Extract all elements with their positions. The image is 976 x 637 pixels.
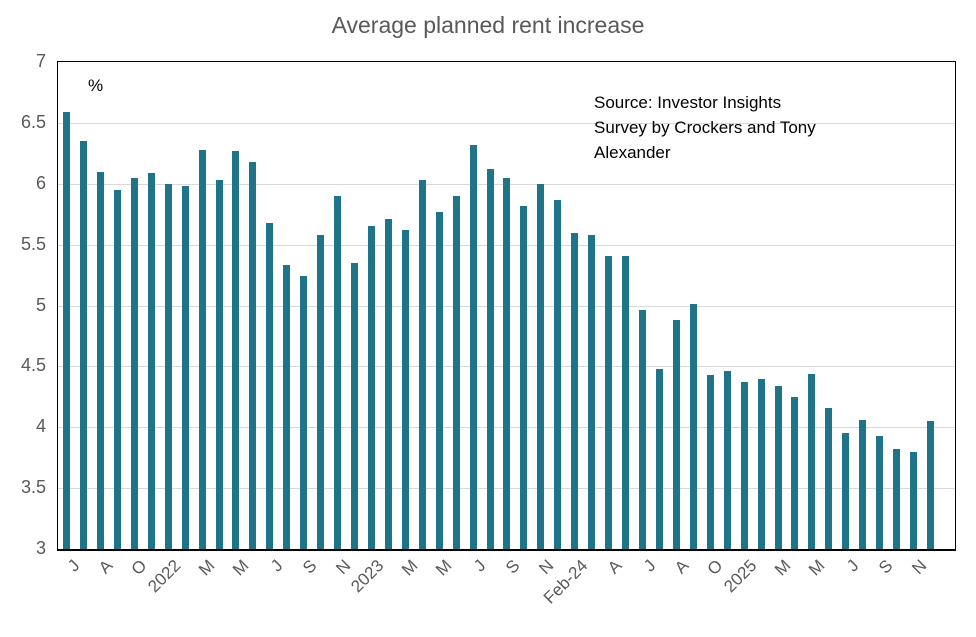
bar [384, 219, 392, 549]
bar [334, 195, 341, 549]
y-tick-label: 3 [35, 538, 46, 558]
bar [622, 255, 629, 549]
y-tick-label: 5.5 [20, 233, 46, 254]
bar [910, 451, 917, 549]
bar [351, 262, 358, 549]
bar [503, 177, 511, 549]
x-tick-label: M [228, 556, 253, 580]
y-tick-label: 6 [35, 172, 46, 193]
bar [469, 144, 477, 549]
bar [486, 169, 494, 549]
bar [130, 177, 138, 549]
source-note-line: Source: Investor Insights [594, 93, 782, 112]
bar [249, 161, 257, 549]
y-tick-label: 4.5 [20, 355, 46, 376]
bar [198, 149, 206, 549]
bar [96, 171, 104, 549]
bar [825, 407, 833, 549]
x-tick-label: J [266, 556, 287, 576]
source-note-line: Survey by Crockers and Tony [594, 118, 816, 137]
bar [300, 276, 308, 549]
x-tick-label: A [603, 556, 626, 578]
y-tick-label: 6.5 [20, 111, 46, 132]
bar [723, 371, 731, 549]
bar [926, 421, 934, 549]
bar [215, 180, 223, 549]
x-tick-label: J [470, 556, 490, 576]
source-note: Source: Investor Insights Survey by Croc… [594, 90, 914, 165]
x-tick-label: S [298, 556, 321, 578]
x-tick-label: 2025 [720, 556, 761, 597]
y-tick-label: 4 [35, 416, 46, 437]
bar [554, 199, 562, 549]
bar [435, 211, 443, 549]
bar [791, 396, 799, 549]
x-tick-label: A [95, 556, 117, 578]
bar [418, 180, 426, 549]
bar [740, 382, 748, 549]
x-tick-label: N [331, 556, 354, 579]
x-tick-label: O [127, 556, 151, 579]
bar [588, 234, 596, 549]
x-tick-label: A [671, 556, 693, 578]
bar [401, 230, 409, 549]
x-tick-label: M [432, 556, 456, 580]
bar [63, 111, 70, 549]
bar [232, 150, 240, 549]
unit-label: % [88, 76, 104, 95]
bar [317, 234, 325, 549]
x-tick-label: M [398, 556, 422, 580]
bar [774, 385, 782, 549]
bar [605, 255, 613, 549]
bar [639, 310, 646, 549]
bar [689, 304, 697, 549]
y-tick-label: 5 [35, 294, 46, 315]
chart-title: Average planned rent increase [331, 12, 645, 38]
x-tick-label: 2022 [144, 556, 185, 597]
bar [520, 205, 528, 549]
gridline [58, 122, 955, 124]
bar [672, 320, 680, 549]
bar [842, 433, 850, 549]
source-note-line: Alexander [594, 143, 671, 162]
bar [367, 226, 375, 549]
x-tick-label: J [639, 556, 659, 576]
bar [283, 265, 291, 549]
x-tick-label: N [535, 556, 558, 579]
x-tick-label: N [907, 556, 930, 579]
x-tick-label: 2023 [347, 556, 388, 597]
bar [893, 449, 901, 549]
bar [113, 189, 121, 549]
bar [452, 195, 460, 549]
bar [757, 378, 765, 549]
y-tick-label: 3.5 [20, 477, 46, 498]
x-tick-label: J [842, 556, 863, 576]
x-tick-label: M [770, 556, 795, 580]
bar [537, 183, 545, 549]
x-tick-label: S [874, 556, 897, 578]
x-tick-label: O [703, 556, 727, 579]
bar [266, 222, 274, 549]
bar [571, 232, 579, 549]
x-tick-label: S [501, 556, 524, 578]
bar [706, 374, 714, 549]
bar [147, 172, 155, 549]
bar [859, 419, 867, 549]
bar [655, 368, 663, 549]
x-tick-label: M [194, 556, 219, 580]
plot-area: % Source: Investor Insights Survey by Cr… [57, 61, 956, 551]
x-tick-label: M [804, 556, 829, 580]
bar [181, 186, 189, 549]
bar [164, 183, 172, 549]
bar [808, 373, 816, 549]
y-tick-label: 7 [35, 51, 46, 71]
bar [79, 141, 87, 549]
bar [876, 435, 884, 549]
x-tick-label: J [63, 556, 83, 576]
